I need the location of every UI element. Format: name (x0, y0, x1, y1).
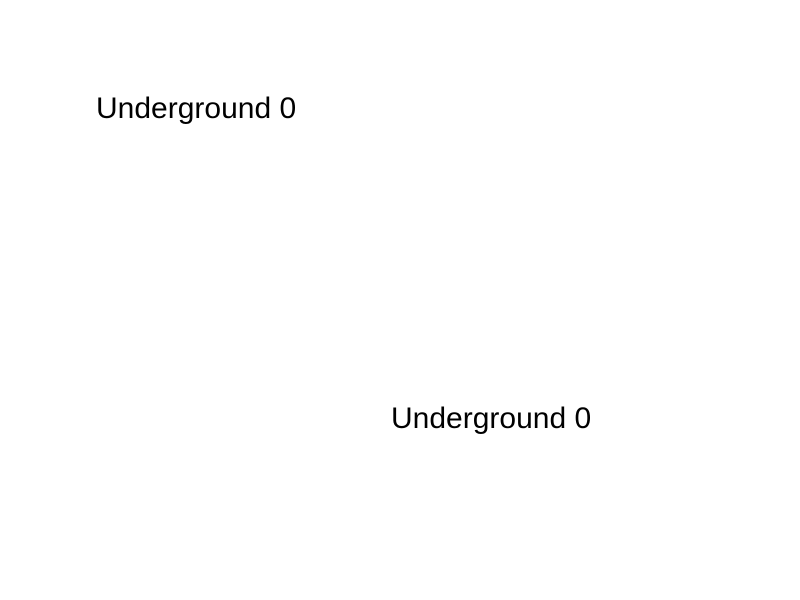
text-label-top: Underground 0 (96, 92, 297, 125)
text-label-bottom: Underground 0 (391, 402, 592, 435)
